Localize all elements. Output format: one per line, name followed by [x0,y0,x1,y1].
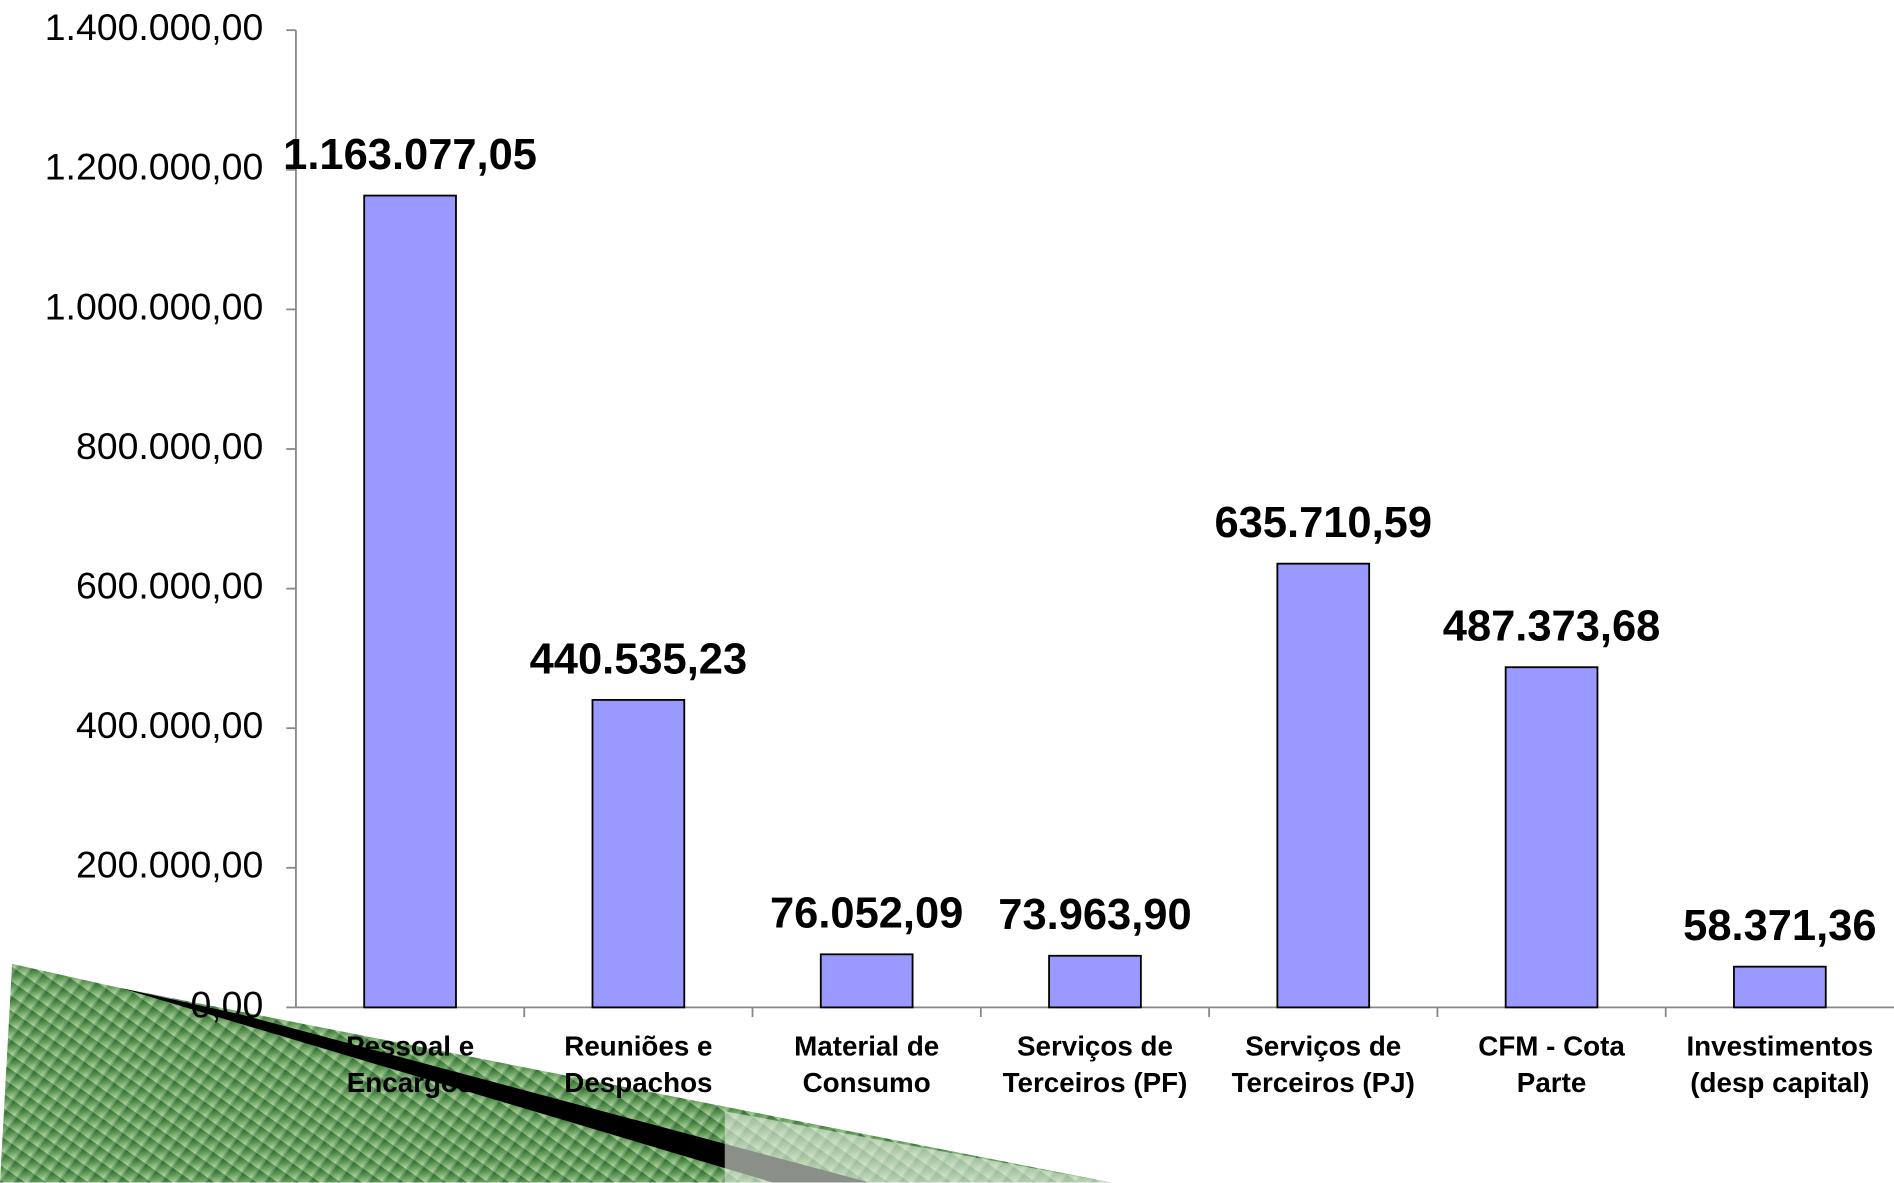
value-label: 1.163.077,05 [283,131,537,179]
value-label: 58.371,36 [1683,902,1876,950]
y-tick-label: 0,00 [190,983,263,1025]
bar [591,698,686,1009]
bar [1276,562,1371,1009]
bar [819,953,914,1009]
y-tick-label: 600.000,00 [76,564,263,606]
y-tick-label: 1.200.000,00 [45,146,264,188]
bar [1504,666,1599,1009]
x-tick-label: CFM - Cota Parte [1478,1030,1625,1098]
x-tick-label: Serviços de Terceiros (PF) [1002,1030,1188,1098]
y-tick-label: 1.000.000,00 [45,285,264,327]
y-tick-label: 1.400.000,00 [45,6,264,48]
value-label: 635.710,59 [1214,499,1432,547]
y-tick-label: 400.000,00 [76,704,263,746]
x-tick-label: Material de Consumo [794,1030,940,1098]
x-tick-label: Reuniões e Despachos [564,1030,713,1098]
bar [1048,954,1142,1009]
x-tick-label: Serviços de Terceiros (PJ) [1231,1030,1415,1098]
value-label: 440.535,23 [530,635,748,683]
x-tick-label: Pessoal e Encargos [345,1030,475,1098]
y-tick-label: 800.000,00 [76,425,263,467]
value-label: 76.052,09 [770,890,963,938]
y-tick-label: 200.000,00 [76,844,263,886]
bar [363,194,457,1009]
x-tick-label: Investimentos (desp capital) [1686,1030,1874,1098]
decoration [0,963,1112,1183]
bar [1733,965,1827,1009]
decoration-wedge [120,988,870,1183]
value-label: 487.373,68 [1443,603,1661,651]
value-label: 73.963,90 [998,891,1191,939]
